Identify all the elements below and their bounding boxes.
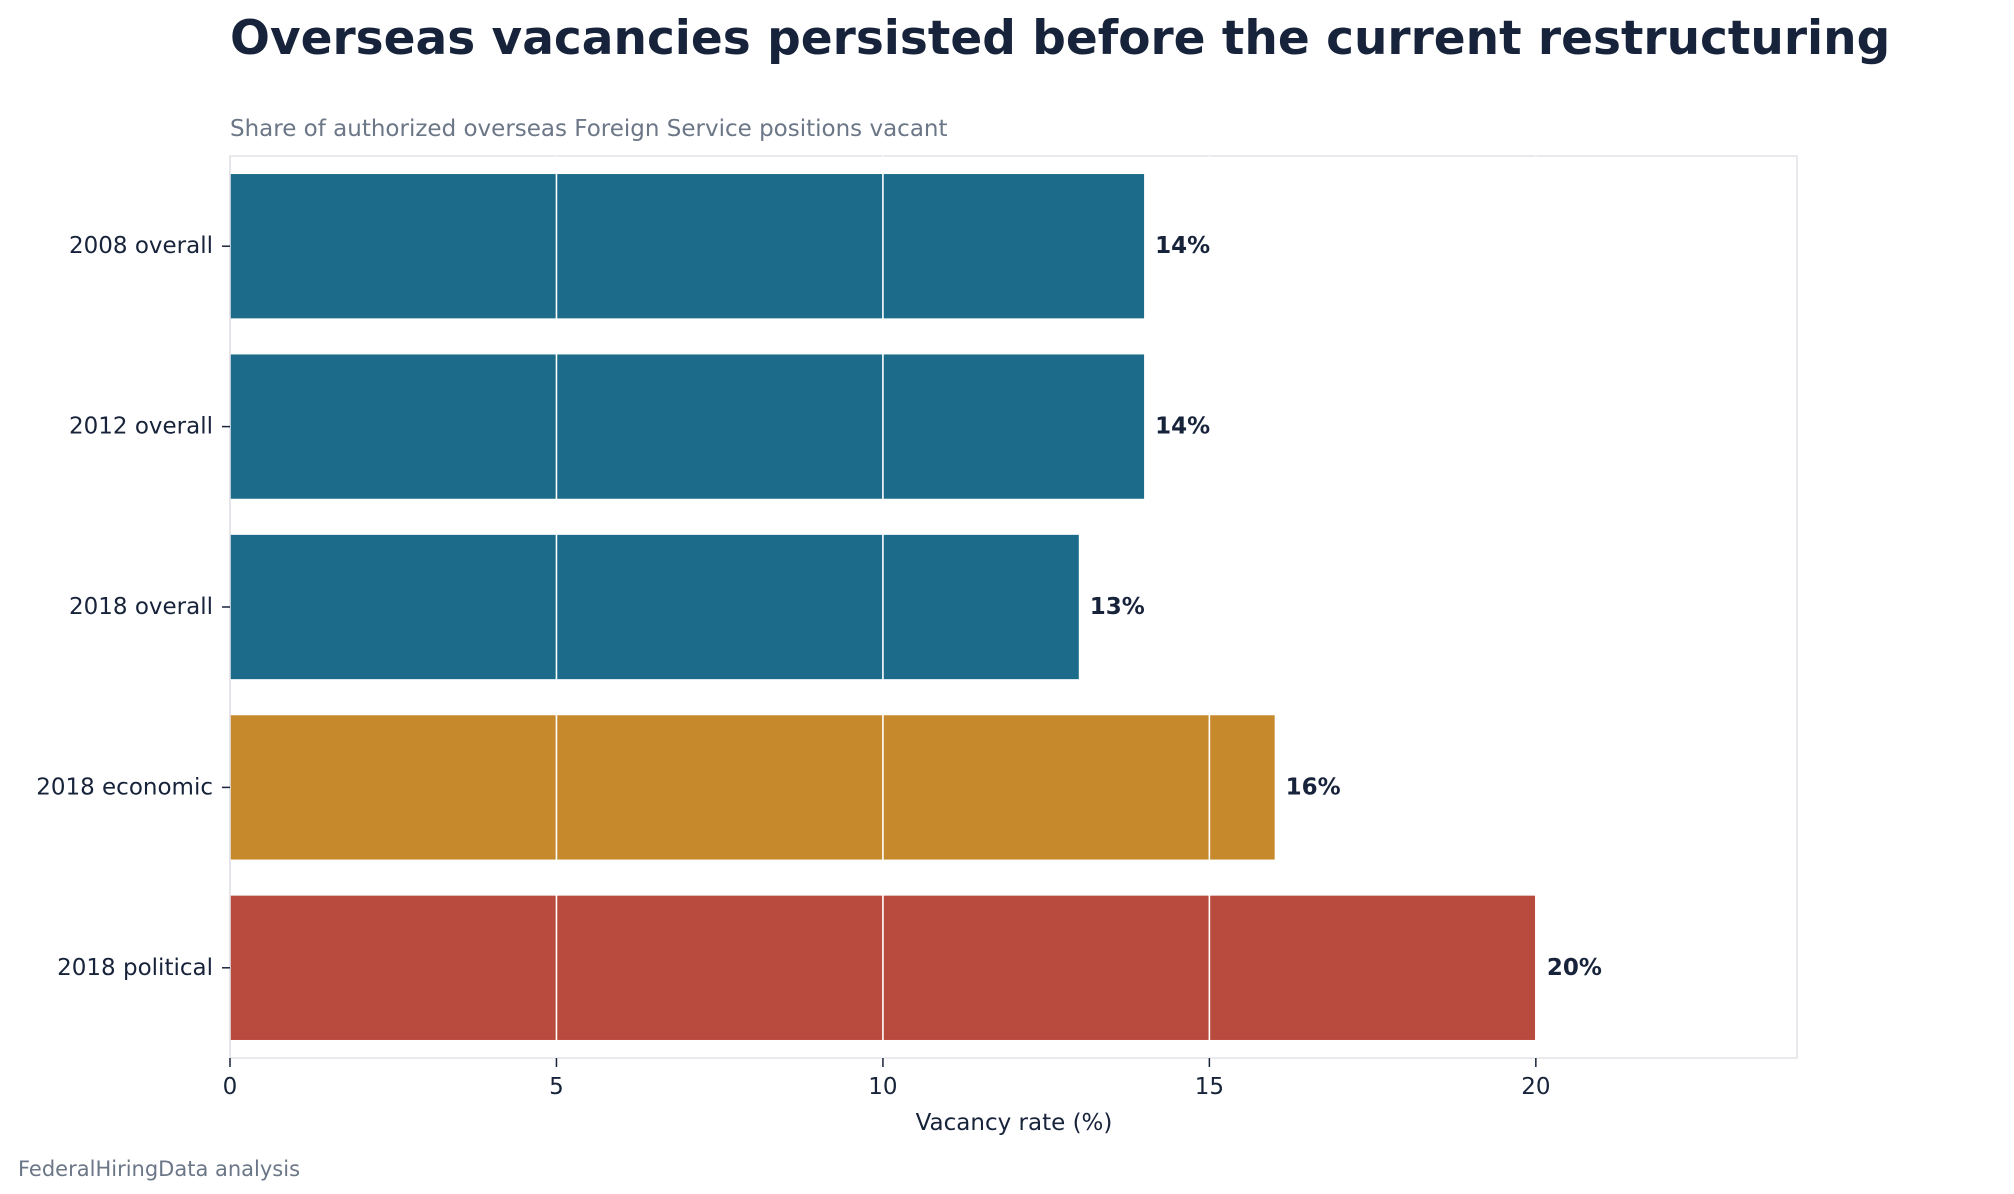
y-tick-label-2008-overall: 2008 overall — [69, 233, 213, 259]
data-labels-group: 14% 14% 13% 16% 20% — [1090, 233, 1602, 981]
x-tick-label-15: 15 — [1195, 1074, 1224, 1100]
y-axis: 2008 overall 2012 overall 2018 overall 2018… — [36, 233, 230, 981]
data-label-2018-political: 20% — [1547, 955, 1602, 981]
x-tick-label-0: 0 — [223, 1074, 238, 1100]
chart-subtitle: Share of authorized overseas Foreign Ser… — [230, 116, 948, 142]
bar-2012-overall — [230, 354, 1145, 499]
gridlines-group — [229, 156, 1537, 1058]
x-axis: 0 5 10 15 20 — [223, 1058, 1550, 1100]
x-tick-label-5: 5 — [549, 1074, 564, 1100]
x-axis-label: Vacancy rate (%) — [916, 1110, 1113, 1136]
bar-2008-overall — [230, 174, 1145, 319]
data-label-2012-overall: 14% — [1155, 414, 1210, 440]
data-label-2018-overall: 13% — [1090, 594, 1145, 620]
bar-2018-overall — [230, 534, 1079, 680]
chart-title: Overseas vacancies persisted before the … — [230, 11, 1890, 66]
source-note: FederalHiringData analysis — [18, 1157, 300, 1181]
y-tick-label-2018-economic: 2018 economic — [36, 774, 213, 800]
x-tick-label-10: 10 — [868, 1074, 897, 1100]
data-label-2018-economic: 16% — [1286, 774, 1341, 800]
y-tick-label-2018-political: 2018 political — [57, 955, 213, 981]
x-tick-label-20: 20 — [1521, 1074, 1550, 1100]
bar-2018-economic — [230, 715, 1275, 860]
y-tick-label-2018-overall: 2018 overall — [69, 594, 213, 620]
data-label-2008-overall: 14% — [1155, 233, 1210, 259]
y-tick-label-2012-overall: 2012 overall — [69, 414, 213, 440]
